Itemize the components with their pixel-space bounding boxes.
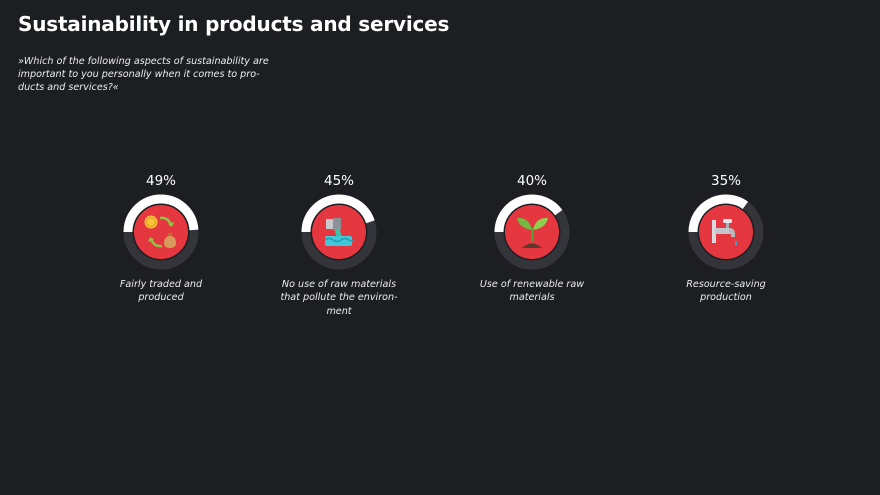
progress-arc-resource-saving — [688, 194, 749, 233]
water-tap-icon — [712, 219, 737, 246]
pct-label-fair-trade: 49% — [146, 173, 176, 189]
category-label-renewable: Use of renewable raw materials — [479, 279, 585, 304]
pct-label-renewable: 40% — [517, 173, 547, 189]
progress-arc-no-pollution — [301, 194, 375, 233]
polluting-pipe-icon — [324, 218, 355, 246]
money-exchange-icon — [144, 215, 176, 248]
category-label-resource-saving: Resource-saving production — [686, 279, 766, 304]
survey-question: »Which of the following aspects of susta… — [18, 56, 269, 94]
icon-circle — [134, 205, 188, 259]
seedling-icon — [517, 217, 548, 248]
progress-arc-renewable — [494, 194, 563, 233]
page-title: Sustainability in products and services — [18, 12, 450, 36]
category-label-no-pollution: No use of raw materials that pollute the… — [280, 279, 398, 317]
pct-label-no-pollution: 45% — [324, 173, 354, 189]
category-label-fair-trade: Fairly traded and produced — [119, 279, 203, 304]
progress-arc-fair-trade — [123, 194, 199, 233]
pct-label-resource-saving: 35% — [711, 173, 741, 189]
